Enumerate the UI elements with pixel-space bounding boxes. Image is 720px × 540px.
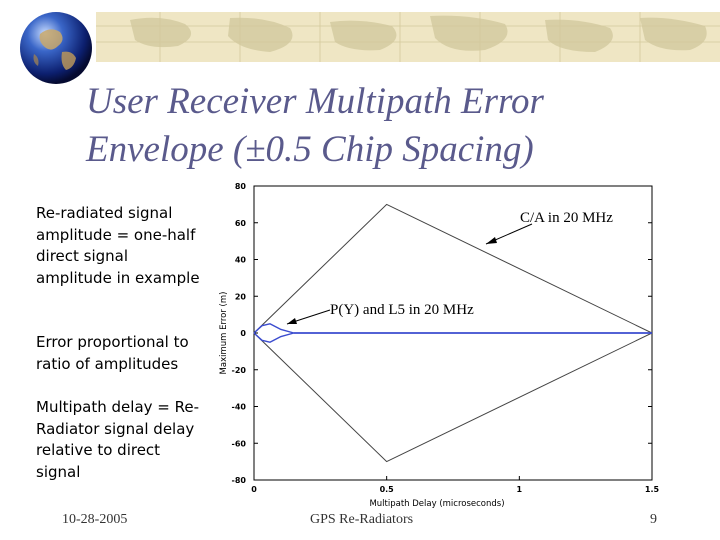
- slide-title-line-2: Envelope (±0.5 Chip Spacing): [86, 129, 534, 170]
- y-tick-label: -40: [232, 403, 247, 412]
- x-tick-label: 1: [517, 485, 523, 494]
- pyl5-upper-envelope: [253, 323, 652, 334]
- annotation-ca-arrowhead: [486, 237, 497, 244]
- bullet-delay: Multipath delay = Re-Radiator signal del…: [36, 398, 200, 481]
- y-axis-label: Maximum Error (m): [219, 292, 229, 375]
- bullet-amplitude: Re-radiated signal amplitude = one-half …: [36, 204, 200, 287]
- y-tick-label: 60: [235, 219, 247, 228]
- y-tick-label: 40: [235, 256, 247, 265]
- ca-upper-envelope: [253, 203, 653, 334]
- world-map-banner: [96, 12, 720, 62]
- y-tick-label: 20: [235, 292, 247, 301]
- footer-title: GPS Re-Radiators: [310, 512, 414, 527]
- slide-number: 9: [650, 512, 657, 527]
- globe-icon: [20, 12, 92, 84]
- annotation-ca: C/A in 20 MHz: [520, 210, 613, 226]
- y-tick-label: 0: [240, 329, 246, 338]
- bullet-error: Error proportional to ratio of amplitude…: [36, 333, 189, 373]
- x-axis-ticks: 0 0.5 1 1.5: [251, 476, 660, 494]
- pyl5-lower-envelope: [253, 332, 652, 343]
- multipath-error-chart: 80 60 40 20 0 -20 -40 -60 -80 0 0.5 1 1.5 Maximum E…: [219, 182, 660, 509]
- x-tick-label: 1.5: [645, 485, 660, 494]
- ca-lower-envelope: [253, 332, 653, 463]
- annotation-pyl5: P(Y) and L5 in 20 MHz: [330, 302, 474, 318]
- footer-date: 10-28-2005: [62, 512, 128, 527]
- x-tick-label: 0.5: [380, 485, 395, 494]
- slide-title-line-1: User Receiver Multipath Error: [86, 81, 544, 122]
- x-tick-label: 0: [251, 485, 257, 494]
- y-tick-label: -60: [232, 439, 247, 448]
- annotation-pyl5-arrowhead: [287, 318, 297, 324]
- y-tick-label: -20: [232, 366, 247, 375]
- y-tick-label: -80: [232, 476, 247, 485]
- x-axis-label: Multipath Delay (microseconds): [369, 499, 504, 509]
- chart-series: [253, 203, 653, 463]
- y-tick-label: 80: [235, 182, 247, 191]
